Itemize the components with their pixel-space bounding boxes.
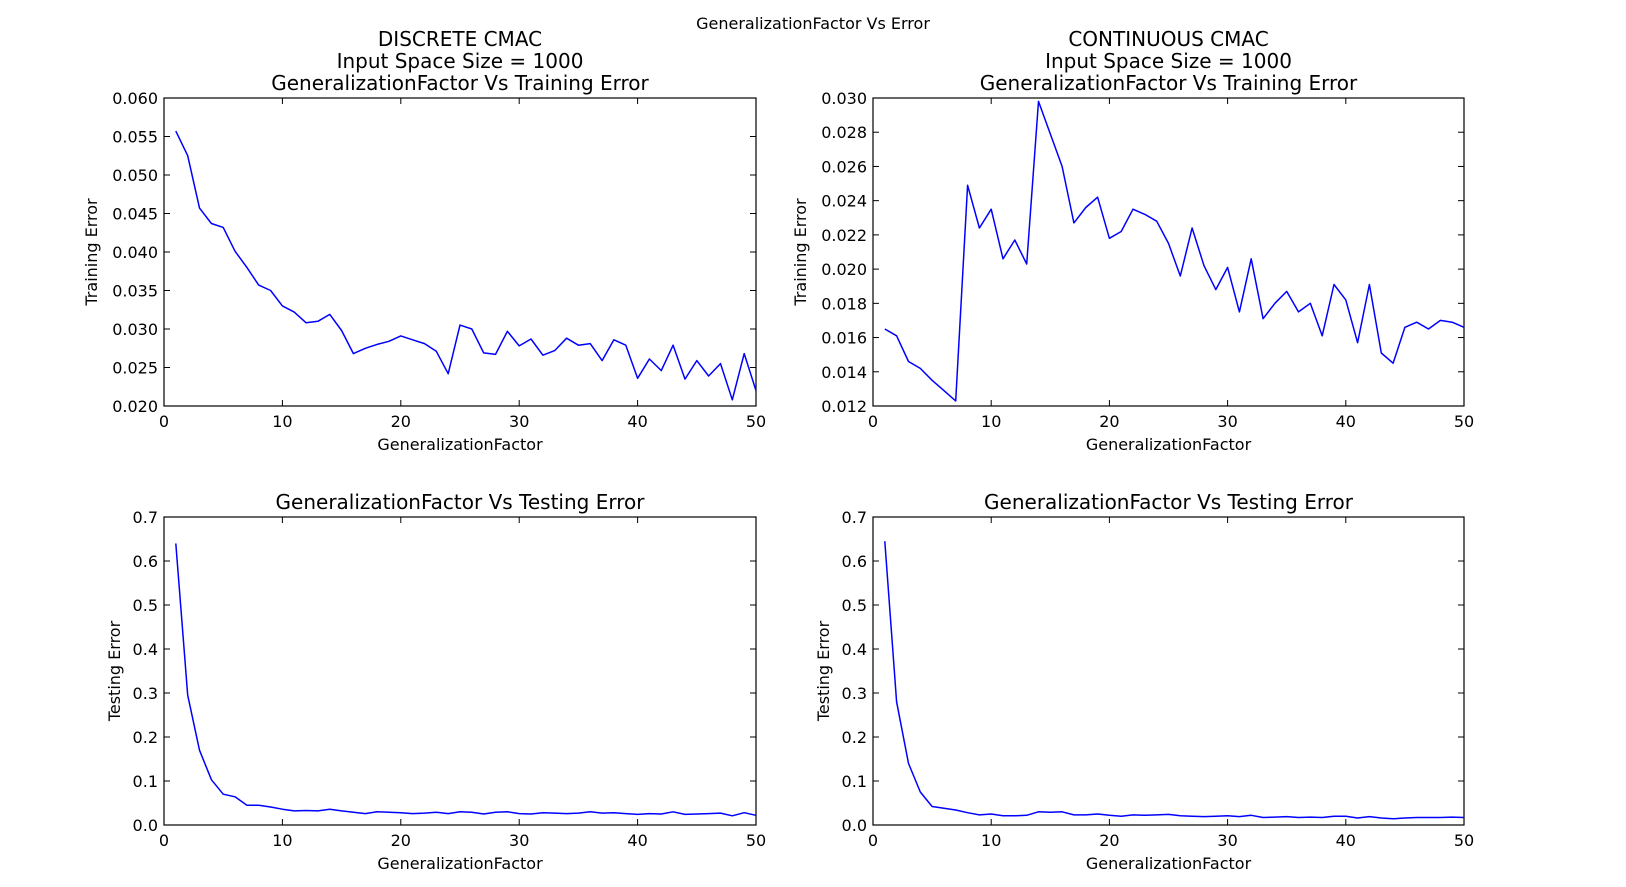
y-tick-label: 0.6 — [133, 552, 158, 571]
series-line — [175, 543, 757, 817]
y-tick-label: 0.055 — [112, 128, 158, 147]
y-tick-label: 0.5 — [133, 596, 158, 615]
plot-title: Input Space Size = 1000 — [1045, 49, 1292, 73]
y-tick-label: 0.035 — [112, 282, 158, 301]
y-tick-label: 0.2 — [842, 728, 867, 747]
x-tick-label: 30 — [509, 831, 529, 850]
axes-frame — [163, 516, 757, 826]
series-line — [175, 130, 757, 401]
x-tick-label: 20 — [391, 831, 411, 850]
y-axis-label: Testing Error — [105, 620, 124, 722]
y-tick-label: 0.024 — [821, 192, 867, 211]
y-tick-label: 0.0 — [133, 816, 158, 835]
y-tick-label: 0.018 — [821, 294, 867, 313]
x-tick-label: 10 — [272, 831, 292, 850]
y-tick-label: 0.2 — [133, 728, 158, 747]
x-tick-label: 0 — [159, 412, 169, 431]
x-tick-label: 0 — [868, 412, 878, 431]
axes-frame — [163, 97, 757, 407]
x-axis-label: GeneralizationFactor — [377, 854, 543, 873]
y-tick-label: 0.4 — [842, 640, 867, 659]
axes-frame — [872, 97, 1465, 407]
y-tick-label: 0.1 — [842, 772, 867, 791]
x-tick-label: 20 — [1099, 831, 1119, 850]
y-tick-label: 0.030 — [821, 89, 867, 108]
x-tick-label: 30 — [1217, 831, 1237, 850]
y-tick-label: 0.7 — [842, 508, 867, 527]
y-tick-label: 0.045 — [112, 205, 158, 224]
y-tick-label: 0.6 — [842, 552, 867, 571]
x-tick-label: 20 — [1099, 412, 1119, 431]
plot-title: Input Space Size = 1000 — [337, 49, 584, 73]
y-tick-label: 0.016 — [821, 329, 867, 348]
y-tick-label: 0.4 — [133, 640, 158, 659]
y-tick-label: 0.7 — [133, 508, 158, 527]
x-tick-label: 10 — [272, 412, 292, 431]
y-tick-label: 0.025 — [112, 359, 158, 378]
x-tick-label: 40 — [1336, 412, 1356, 431]
y-tick-label: 0.026 — [821, 157, 867, 176]
x-tick-label: 50 — [746, 831, 766, 850]
y-tick-label: 0.040 — [112, 243, 158, 262]
plot-title: GeneralizationFactor Vs Training Error — [271, 71, 649, 95]
y-tick-label: 0.050 — [112, 166, 158, 185]
series-line — [884, 541, 1465, 820]
x-tick-label: 30 — [1217, 412, 1237, 431]
x-tick-label: 0 — [868, 831, 878, 850]
plot-continuous-testing-error: GeneralizationFactor Vs Testing Error 0 10… — [814, 490, 1474, 873]
y-tick-label: 0.030 — [112, 320, 158, 339]
y-tick-label: 0.1 — [133, 772, 158, 791]
plot-title: GeneralizationFactor Vs Testing Error — [276, 490, 646, 514]
x-tick-label: 40 — [627, 831, 647, 850]
y-tick-label: 0.022 — [821, 226, 867, 245]
x-tick-label: 0 — [159, 831, 169, 850]
axes-frame — [872, 516, 1465, 826]
y-tick-label: 0.3 — [133, 684, 158, 703]
y-tick-label: 0.060 — [112, 89, 158, 108]
x-tick-label: 50 — [1454, 831, 1474, 850]
y-tick-label: 0.020 — [112, 397, 158, 416]
y-axis-label: Training Error — [82, 198, 101, 307]
plot-title: GeneralizationFactor Vs Training Error — [980, 71, 1358, 95]
y-tick-label: 0.3 — [842, 684, 867, 703]
y-axis-label: Testing Error — [814, 620, 833, 722]
y-tick-label: 0.5 — [842, 596, 867, 615]
x-tick-label: 10 — [981, 831, 1001, 850]
y-tick-label: 0.012 — [821, 397, 867, 416]
y-axis-label: Training Error — [791, 198, 810, 307]
y-tick-label: 0.0 — [842, 816, 867, 835]
y-tick-label: 0.020 — [821, 260, 867, 279]
y-tick-label: 0.028 — [821, 123, 867, 142]
x-tick-label: 40 — [1336, 831, 1356, 850]
figure-suptitle: GeneralizationFactor Vs Error — [696, 14, 930, 33]
x-axis-label: GeneralizationFactor — [1086, 435, 1252, 454]
x-tick-label: 50 — [1454, 412, 1474, 431]
x-axis-label: GeneralizationFactor — [377, 435, 543, 454]
plot-title: CONTINUOUS CMAC — [1068, 27, 1268, 51]
x-tick-label: 40 — [627, 412, 647, 431]
x-tick-label: 20 — [391, 412, 411, 431]
x-axis-label: GeneralizationFactor — [1086, 854, 1252, 873]
x-tick-label: 30 — [509, 412, 529, 431]
x-tick-label: 10 — [981, 412, 1001, 431]
plot-discrete-testing-error: GeneralizationFactor Vs Testing Error 0 10… — [105, 490, 766, 873]
y-tick-label: 0.014 — [821, 363, 867, 382]
series-line — [884, 100, 1465, 402]
plot-title: GeneralizationFactor Vs Testing Error — [984, 490, 1354, 514]
plot-title: DISCRETE CMAC — [378, 27, 542, 51]
x-tick-label: 50 — [746, 412, 766, 431]
